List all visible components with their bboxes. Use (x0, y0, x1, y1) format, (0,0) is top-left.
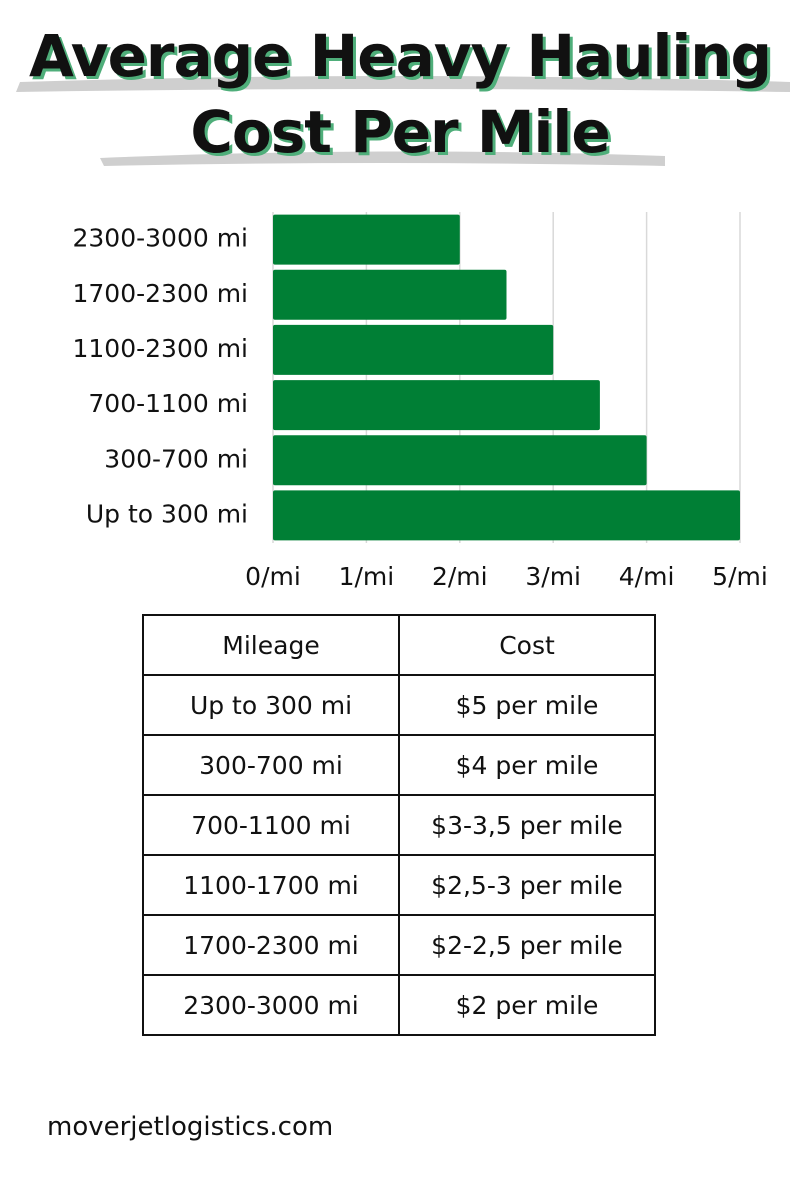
x-tick-label: 0/mi (245, 562, 301, 591)
chart: 0/mi 1/mi 2/mi 3/mi 4/mi 5/mi 2300-3000 mi 1700… (16, 76, 790, 591)
bar (273, 490, 740, 541)
x-tick-label: 4/mi (619, 562, 675, 591)
table-row: 300-700 mi $4 per mile (142, 734, 656, 796)
y-tick-label: 700-1100 mi (88, 389, 248, 418)
x-tick-label: 1/mi (339, 562, 395, 591)
table-row: Up to 300 mi $5 per mile (142, 674, 656, 736)
bar (273, 324, 554, 375)
data-table: Mileage Cost Up to 300 mi $5 per mile 300-70… (142, 614, 656, 1036)
title-swash (16, 76, 790, 92)
x-tick-label: 5/mi (712, 562, 768, 591)
footer: moverjetlogistics.com (47, 1112, 334, 1142)
bar (273, 435, 647, 486)
x-tick-label: 2/mi (432, 562, 488, 591)
table-header: Mileage Cost (142, 614, 656, 676)
y-tick-label: 1100-2300 mi (72, 334, 248, 363)
table-cell: $4 per mile (398, 734, 656, 796)
table-cell: $2 per mile (398, 974, 656, 1036)
table-cell: 1100-1700 mi (142, 854, 400, 916)
table-row: 2300-3000 mi $2 per mile (142, 974, 656, 1036)
table-cell: 1700-2300 mi (142, 914, 400, 976)
table-cell: Cost (398, 614, 656, 676)
table-row: 1100-1700 mi $2,5-3 per mile (142, 854, 656, 916)
table-cell: Up to 300 mi (142, 674, 400, 736)
table-cell: 300-700 mi (142, 734, 400, 796)
bar (273, 214, 460, 265)
table-row: 700-1100 mi $3-3,5 per mile (142, 794, 656, 856)
table-cell: $2-2,5 per mile (398, 914, 656, 976)
table-cell: Mileage (142, 614, 400, 676)
x-tick-label: 3/mi (525, 562, 581, 591)
y-tick-label: 2300-3000 mi (72, 224, 248, 253)
table-cell: $2,5-3 per mile (398, 854, 656, 916)
title-swash (100, 151, 665, 166)
bar (273, 269, 507, 320)
table-cell: 2300-3000 mi (142, 974, 400, 1036)
y-tick-label: Up to 300 mi (86, 499, 248, 528)
y-tick-label: 1700-2300 mi (72, 279, 248, 308)
table-cell: $5 per mile (398, 674, 656, 736)
table-row: 1700-2300 mi $2-2,5 per mile (142, 914, 656, 976)
chart-title: Average Heavy Hauling Cost Per Mile (28, 22, 772, 166)
y-tick-label: 300-700 mi (104, 444, 248, 473)
table-cell: $3-3,5 per mile (398, 794, 656, 856)
bar (273, 380, 600, 431)
table-cell: 700-1100 mi (142, 794, 400, 856)
